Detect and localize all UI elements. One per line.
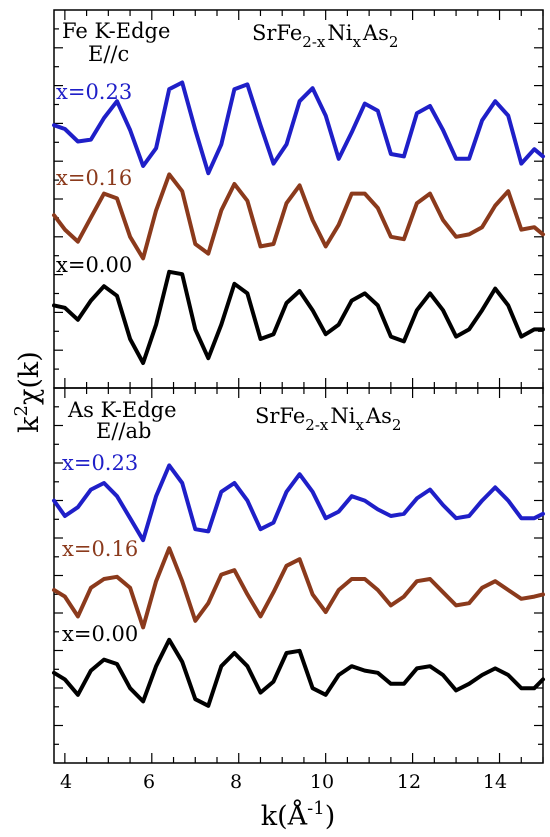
top-series-label-x023: x=0.23 [56,80,132,104]
top-series-x-0-00 [52,269,545,365]
plot-lines [52,80,545,708]
top-polarization-label: E//c [88,42,129,66]
x-tick-label-6: 6 [143,771,155,793]
top-series-label-x016: x=0.16 [56,166,132,190]
bottom-edge-label: As K-Edge [67,398,177,422]
x-axis-title: k(Å-1) [261,798,336,832]
x-tick-label-12: 12 [397,771,421,793]
bottom-panel-frame [53,387,544,764]
bottom-polarization-label: E//ab [96,419,151,443]
bottom-series-x-0-23 [52,463,545,543]
x-tick-label-4: 4 [60,771,72,793]
bottom-series-label-x000: x=0.00 [62,622,138,646]
axis-ticks [54,10,544,763]
top-compound-label: SrFe2-xNixAs2 [252,21,398,51]
top-series-x-0-23 [52,80,545,176]
x-tick-labels: 4 6 8 10 12 14 [60,771,507,793]
bottom-series-label-x023: x=0.23 [62,451,138,475]
bottom-series-x-0-16 [52,546,545,630]
x-tick-label-8: 8 [230,771,242,793]
x-tick-label-10: 10 [310,771,334,793]
bottom-series-x-0-00 [52,637,545,708]
x-tick-label-14: 14 [483,771,507,793]
bottom-compound-label: SrFe2-xNixAs2 [255,404,401,434]
top-series-label-x000: x=0.00 [56,253,132,277]
top-edge-label: Fe K-Edge [62,19,170,43]
top-series-x-0-16 [52,172,545,261]
bottom-series-label-x016: x=0.16 [62,537,138,561]
y-axis-title: k2χ(k) [11,351,45,433]
